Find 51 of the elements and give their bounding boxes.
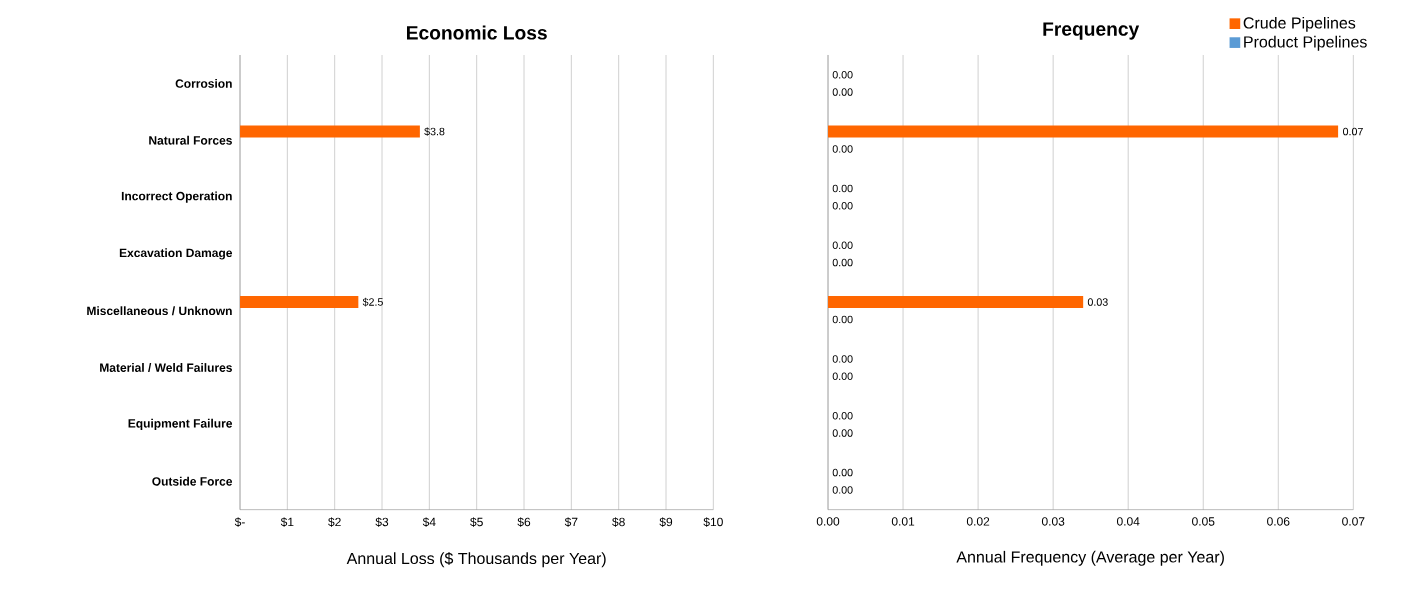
data-label: 0.00 (832, 429, 853, 437)
x-tick-label: $- (234, 517, 245, 527)
data-label: $2.5 (362, 297, 383, 307)
data-label: 0.00 (832, 258, 853, 267)
y-tick-label: Incorrect Operation (121, 191, 232, 203)
y-tick-label: Excavation Damage (119, 248, 233, 260)
x-tick-label: $8 (612, 517, 625, 527)
legend-label: Product Pipelines (1244, 35, 1367, 51)
x-tick-label: 0.00 (816, 517, 840, 526)
y-tick-label: Equipment Failure (128, 418, 233, 430)
data-label: 0.03 (1087, 298, 1108, 306)
data-label: 0.00 (832, 88, 853, 96)
y-tick-label: Miscellaneous / Unknown (87, 306, 232, 316)
legend-label: Crude Pipelines (1243, 16, 1356, 32)
chart-title: Economic Loss (407, 25, 547, 40)
x-tick-label: $2 (328, 517, 341, 527)
data-label: 0.07 (1343, 127, 1363, 136)
data-label: $3.8 (424, 127, 445, 136)
data-label: 0.00 (832, 355, 853, 363)
data-label: 0.00 (832, 468, 853, 477)
x-tick-label: 0.02 (966, 517, 990, 526)
x-tick-label: 0.06 (1267, 517, 1290, 526)
x-tick-label: $7 (564, 517, 578, 527)
data-label: 0.00 (832, 145, 853, 153)
x-tick-label: 0.04 (1116, 517, 1140, 526)
x-tick-label: $1 (280, 517, 294, 527)
x-tick-label: $5 (470, 517, 483, 527)
y-tick-label: Material / Weld Failures (100, 363, 232, 373)
data-label: 0.00 (832, 241, 853, 250)
chart-title: Frequency (1043, 22, 1140, 40)
x-tick-label: 0.03 (1041, 517, 1065, 526)
x-axis-title: Annual Frequency (Average per Year) (956, 550, 1224, 566)
x-axis-title: Annual Loss ($ Thousands per Year) (346, 552, 606, 568)
y-tick-label: Outside Force (152, 476, 233, 486)
y-tick-label: Natural Forces (149, 135, 232, 145)
x-tick-label: 0.07 (1342, 517, 1365, 526)
data-label: 0.00 (832, 70, 853, 79)
x-tick-label: $3 (375, 517, 389, 527)
data-label: 0.00 (832, 411, 853, 420)
x-tick-label: 0.01 (891, 517, 915, 526)
data-label: 0.00 (832, 486, 853, 494)
y-tick-label: Corrosion (175, 79, 232, 88)
x-tick-label: $10 (703, 517, 723, 527)
data-label: 0.00 (832, 201, 853, 210)
x-tick-label: $9 (659, 517, 673, 527)
x-tick-label: 0.05 (1192, 517, 1215, 526)
x-tick-label: $6 (517, 517, 531, 527)
data-label: 0.00 (832, 372, 853, 381)
data-label: 0.00 (832, 184, 853, 193)
data-label: 0.00 (832, 315, 853, 324)
x-tick-label: $4 (422, 517, 436, 527)
